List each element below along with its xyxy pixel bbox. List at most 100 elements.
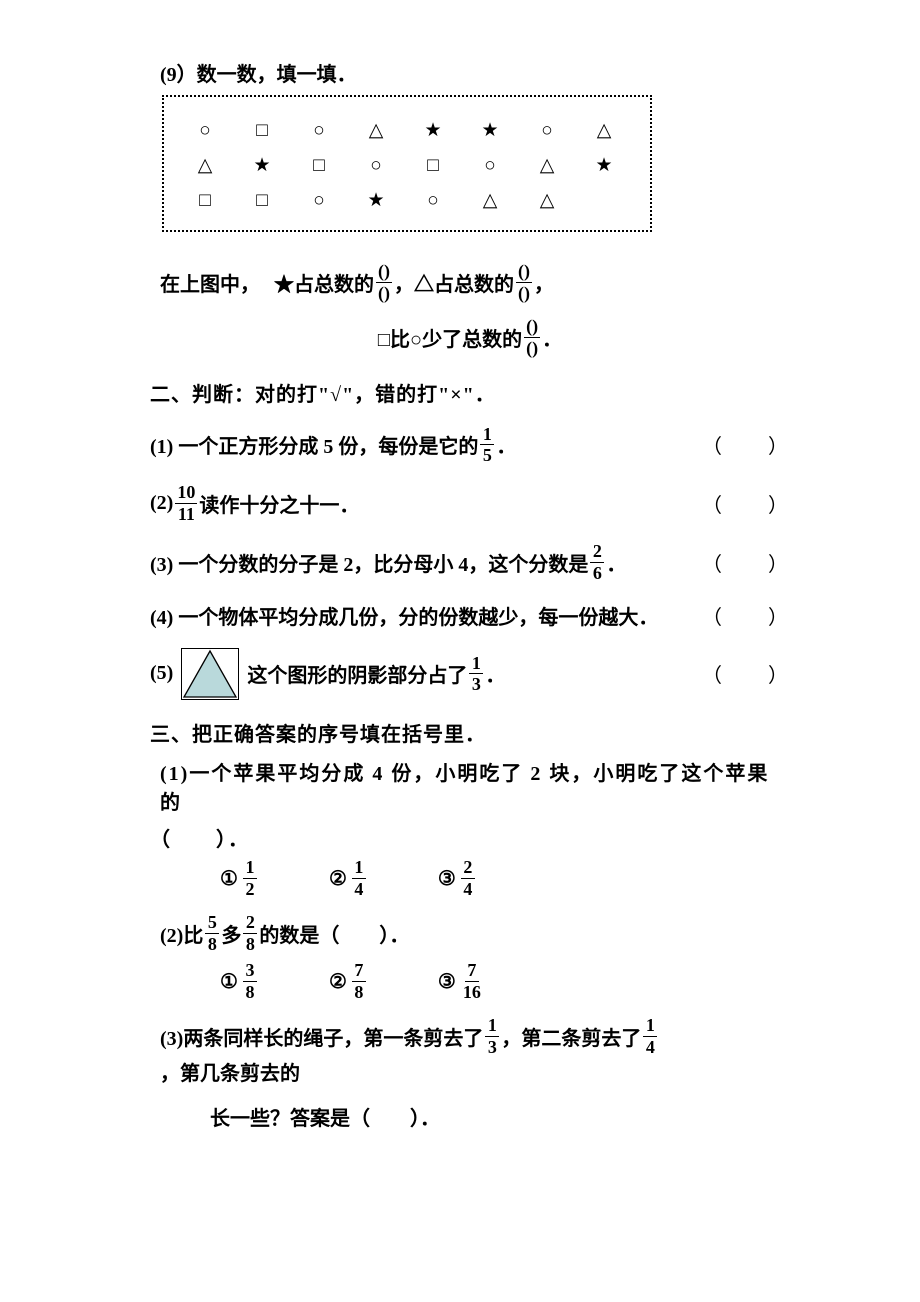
option-frac: 38 (243, 961, 257, 1002)
q9-label: (9）数一数，填一填． (160, 58, 790, 87)
option-frac: 14 (352, 858, 366, 899)
frac-den: 3 (469, 674, 483, 694)
option-frac: 716 (461, 961, 483, 1002)
shape-cell: ★ (593, 156, 615, 175)
shape-cell: △ (365, 121, 387, 140)
frac-den: 5 (480, 445, 494, 465)
blank-fraction: () () (516, 262, 532, 303)
option-num: ③ (438, 969, 456, 994)
j5-post: ． (485, 659, 505, 688)
option-frac: 24 (461, 858, 475, 899)
frac-den: 16 (461, 982, 483, 1002)
judge-item-1: (1) 一个正方形分成 5 份，每份是它的 1 5 ． （ ） (150, 425, 790, 466)
fraction-2-8: 28 (243, 913, 257, 954)
j3-post: ． (606, 548, 626, 577)
mc-q2-text: (2)比 58 多 28 的数是（ ）． (160, 913, 790, 954)
shape-cell: ○ (194, 121, 216, 140)
q3-post1: ，第几条剪去的 (160, 1057, 300, 1086)
q9-s1-d: ， (534, 268, 554, 297)
section-3-title: 三、把正确答案的序号填在括号里． (150, 718, 790, 747)
mc-option: ② 14 (329, 858, 368, 899)
q3-pre: (3)两条同样长的绳子，第一条剪去了 (160, 1022, 483, 1051)
shape-cell: ○ (422, 191, 444, 210)
option-num: ② (329, 969, 347, 994)
frac-den: 4 (461, 879, 475, 899)
q2-pre: (2)比 (160, 919, 203, 948)
shape-cell: ○ (308, 121, 330, 140)
judge-paren: （ ） (702, 659, 790, 688)
frac-num: 2 (461, 858, 475, 879)
frac-num: 7 (352, 961, 366, 982)
fraction-1-4: 14 (643, 1016, 657, 1057)
section-2-title: 二、判断：对的打"√"，错的打"×"． (150, 378, 790, 407)
shape-cell: △ (536, 156, 558, 175)
shape-cell: □ (422, 156, 444, 175)
q9-s1-b: ★占总数的 (274, 268, 374, 297)
q9-sentence-1: 在上图中， ★占总数的 () () ，△占总数的 () () ， (160, 262, 790, 303)
frac-den: 4 (352, 879, 366, 899)
fraction-2-6: 2 6 (590, 542, 604, 583)
judge-paren: （ ） (702, 601, 790, 630)
option-frac: 12 (243, 858, 257, 899)
frac-den: () (376, 283, 392, 303)
mc-q1-blank: （ ）． (150, 823, 790, 852)
frac-den: 8 (243, 982, 257, 1002)
shape-row-2: △ ★ □ ○ □ ○ △ ★ (194, 156, 620, 175)
q3-mid: ，第二条剪去了 (501, 1022, 641, 1051)
shape-cell: ○ (536, 121, 558, 140)
shape-cell: △ (194, 156, 216, 175)
mc-q3-line1: (3)两条同样长的绳子，第一条剪去了 13 ，第二条剪去了 14 ，第几条剪去的 (160, 1016, 790, 1086)
j2-pre: (2) (150, 492, 173, 515)
fraction-1-5: 1 5 (480, 425, 494, 466)
q3-post2: 长一些？答案是（ ）． (210, 1102, 440, 1131)
frac-num: 1 (243, 858, 257, 879)
shape-cell: ★ (422, 121, 444, 140)
q9-s1-a: 在上图中， (160, 268, 260, 297)
blank-fraction: () () (376, 262, 392, 303)
shape-cell: △ (536, 191, 558, 210)
fraction-1-3: 13 (485, 1016, 499, 1057)
j1-post: ． (496, 430, 516, 459)
j3-pre: (3) 一个分数的分子是 2，比分母小 4，这个分数是 (150, 548, 588, 577)
j5-mid: 这个图形的阴影部分占了 (247, 659, 467, 688)
mc-q3-line2: 长一些？答案是（ ）． (210, 1102, 790, 1131)
q9-s2-b: ． (542, 323, 562, 352)
q9-s1-c: ，△占总数的 (394, 268, 514, 297)
judge-item-3: (3) 一个分数的分子是 2，比分母小 4，这个分数是 2 6 ． （ ） (150, 542, 790, 583)
frac-num: 2 (243, 913, 257, 934)
shape-cell: ○ (479, 156, 501, 175)
shape-cell: ★ (365, 191, 387, 210)
frac-num: () (524, 317, 540, 338)
frac-den: 8 (243, 934, 257, 954)
mc-q2-options: ① 38 ② 78 ③ 716 (220, 961, 790, 1002)
triangle-in-square-icon (181, 648, 239, 700)
judge-item-4: (4) 一个物体平均分成几份，分的份数越少，每一份越大． （ ） (150, 601, 790, 630)
judge-paren: （ ） (702, 430, 790, 459)
frac-den: 8 (352, 982, 366, 1002)
shape-cell: ○ (308, 191, 330, 210)
frac-num: 1 (352, 858, 366, 879)
mc-option: ① 38 (220, 961, 259, 1002)
fraction-10-11: 10 11 (175, 483, 197, 524)
judge-paren: （ ） (702, 548, 790, 577)
shape-box: ○ □ ○ △ ★ ★ ○ △ △ ★ □ ○ □ ○ △ ★ □ □ ○ ★ … (162, 95, 652, 232)
fraction-5-8: 58 (205, 913, 219, 954)
frac-num: 10 (175, 483, 197, 504)
shape-cell: ★ (479, 121, 501, 140)
frac-den: 6 (590, 563, 604, 583)
j5-pre: (5) (150, 662, 173, 685)
option-num: ① (220, 969, 238, 994)
frac-den: () (516, 283, 532, 303)
mc-q1-text: (1)一个苹果平均分成 4 份，小明吃了 2 块，小明吃了这个苹果的 (160, 757, 790, 815)
frac-num: () (376, 262, 392, 283)
shape-cell: □ (251, 191, 273, 210)
frac-den: 2 (243, 879, 257, 899)
fraction-1-3: 1 3 (469, 654, 483, 695)
mc-option: ③ 716 (438, 961, 485, 1002)
q2-post: 的数是（ ）． (259, 919, 409, 948)
frac-den: 4 (643, 1037, 657, 1057)
mc-option: ② 78 (329, 961, 368, 1002)
j2-post: 读作十分之十一． (199, 489, 359, 518)
triangle-shape (184, 651, 236, 697)
frac-num: 1 (643, 1016, 657, 1037)
